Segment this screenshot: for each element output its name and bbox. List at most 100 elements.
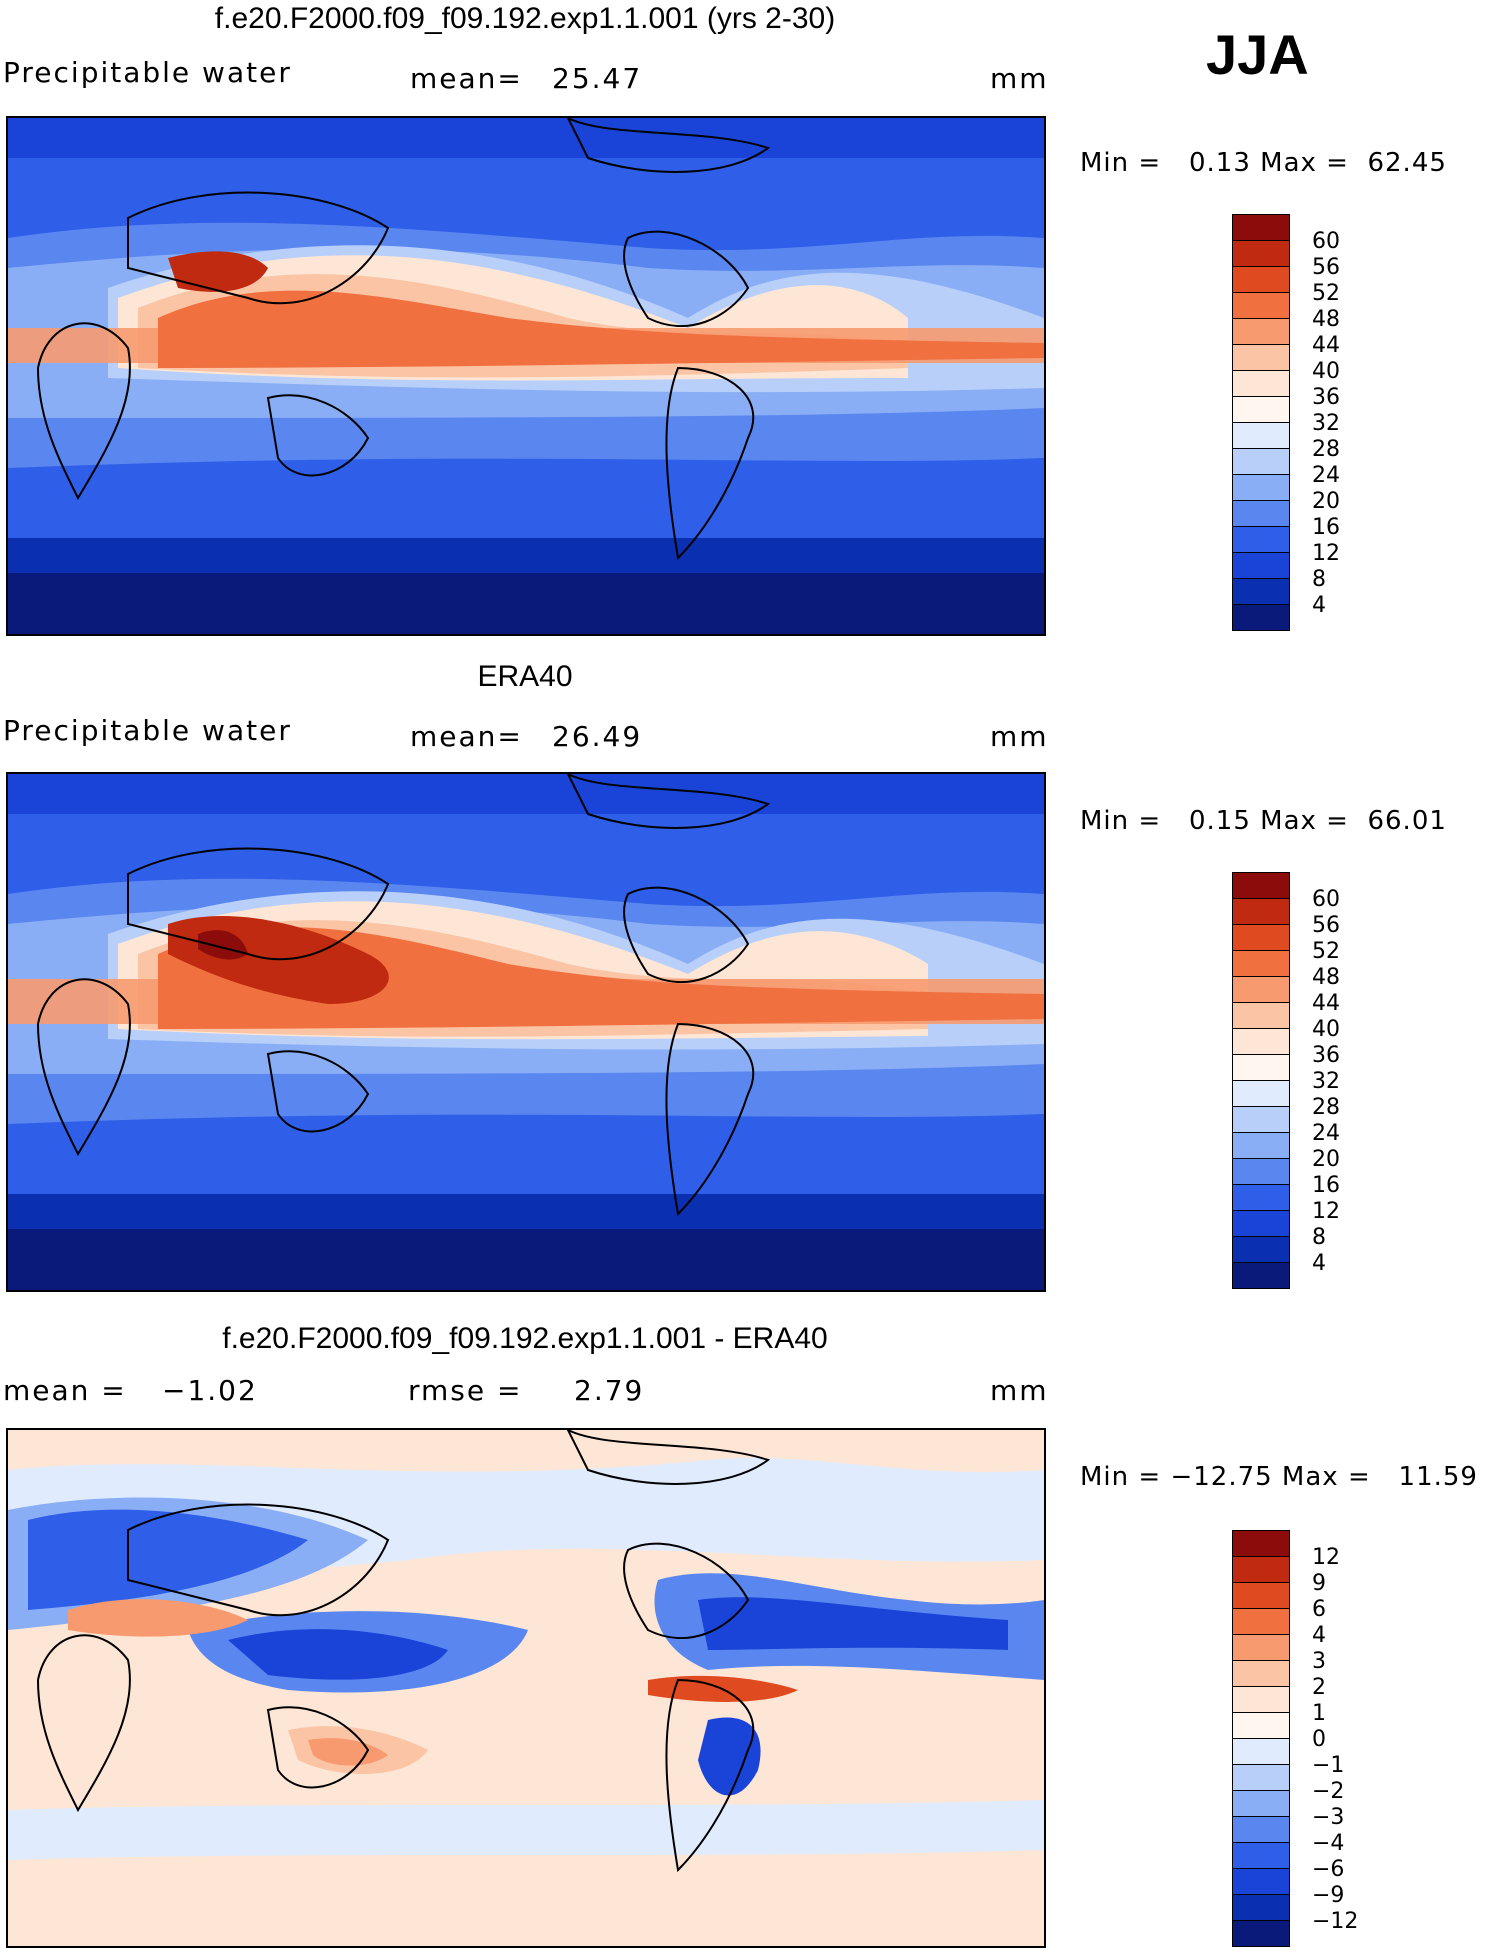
colorbar-label: 28 bbox=[1312, 437, 1340, 462]
colorbar-label: 12 bbox=[1312, 541, 1340, 566]
panel-2-mean-value: 26.49 bbox=[552, 720, 643, 753]
colorbar-label: 28 bbox=[1312, 1095, 1340, 1120]
colorbar-label: −6 bbox=[1312, 1857, 1345, 1882]
colorbar-cell bbox=[1232, 1842, 1290, 1869]
colorbar-label: 36 bbox=[1312, 385, 1340, 410]
colorbar-label: −4 bbox=[1312, 1831, 1345, 1856]
colorbar-label: 40 bbox=[1312, 1017, 1340, 1042]
colorbar-label: 48 bbox=[1312, 965, 1340, 990]
colorbar-label: 0 bbox=[1312, 1727, 1326, 1752]
colorbar-cell bbox=[1232, 1634, 1290, 1661]
colorbar-label: 3 bbox=[1312, 1649, 1326, 1674]
colorbar-label: 4 bbox=[1312, 1623, 1326, 1648]
colorbar-label: 60 bbox=[1312, 229, 1340, 254]
panel-2-colorbar: 60 56 52 48 44 40 36 32 28 24 20 16 12 8… bbox=[1232, 872, 1340, 1289]
panel-2-minmax: Min = 0.15 Max = 66.01 bbox=[1080, 806, 1447, 836]
panel-3-map bbox=[6, 1428, 1046, 1948]
colorbar-cell bbox=[1232, 240, 1290, 267]
colorbar-label: 4 bbox=[1312, 593, 1326, 618]
colorbar-cell bbox=[1232, 422, 1290, 449]
panel-3-mean-value: −1.02 bbox=[162, 1374, 258, 1407]
colorbar-cell bbox=[1232, 898, 1290, 925]
panel-1-title: f.e20.F2000.f09_f09.192.exp1.1.001 (yrs … bbox=[214, 2, 836, 35]
panel-2-map bbox=[6, 772, 1046, 1292]
colorbar-label: 20 bbox=[1312, 489, 1340, 514]
colorbar-label: −12 bbox=[1312, 1909, 1359, 1934]
colorbar-cell bbox=[1232, 1686, 1290, 1713]
colorbar-cell bbox=[1232, 950, 1290, 977]
colorbar-cell bbox=[1232, 1028, 1290, 1055]
panel-2-unit: mm bbox=[990, 720, 1049, 753]
colorbar-label: 60 bbox=[1312, 887, 1340, 912]
colorbar-cell bbox=[1232, 370, 1290, 397]
panel-1-unit: mm bbox=[990, 62, 1049, 95]
colorbar-label: 24 bbox=[1312, 463, 1340, 488]
colorbar-label: 12 bbox=[1312, 1545, 1340, 1570]
colorbar-label: −3 bbox=[1312, 1805, 1345, 1830]
colorbar-cell bbox=[1232, 1236, 1290, 1263]
panel-3-map-svg bbox=[8, 1430, 1044, 1946]
colorbar-label: 56 bbox=[1312, 913, 1340, 938]
colorbar-cell bbox=[1232, 1556, 1290, 1583]
colorbar-label: 52 bbox=[1312, 281, 1340, 306]
colorbar-cell bbox=[1232, 1790, 1290, 1817]
panel-1-minmax: Min = 0.13 Max = 62.45 bbox=[1080, 148, 1447, 178]
colorbar-cell bbox=[1232, 1764, 1290, 1791]
colorbar-cell bbox=[1232, 1080, 1290, 1107]
colorbar-cell bbox=[1232, 1816, 1290, 1843]
panel-3-title: f.e20.F2000.f09_f09.192.exp1.1.001 - ERA… bbox=[222, 1322, 828, 1355]
colorbar-cell bbox=[1232, 976, 1290, 1003]
colorbar-cell bbox=[1232, 1582, 1290, 1609]
colorbar-label: 32 bbox=[1312, 1069, 1340, 1094]
colorbar-cell bbox=[1232, 1660, 1290, 1687]
colorbar-label: 40 bbox=[1312, 359, 1340, 384]
colorbar-label: −9 bbox=[1312, 1883, 1345, 1908]
colorbar-cell bbox=[1232, 1184, 1290, 1211]
panel-2-map-svg bbox=[8, 774, 1044, 1290]
colorbar-cell bbox=[1232, 1002, 1290, 1029]
colorbar-label: 12 bbox=[1312, 1199, 1340, 1224]
colorbar-cell bbox=[1232, 526, 1290, 553]
colorbar-label: 52 bbox=[1312, 939, 1340, 964]
colorbar-cell bbox=[1232, 1158, 1290, 1185]
colorbar-cell bbox=[1232, 1894, 1290, 1921]
colorbar-label: 48 bbox=[1312, 307, 1340, 332]
colorbar-label: 6 bbox=[1312, 1597, 1326, 1622]
colorbar-label: 1 bbox=[1312, 1701, 1326, 1726]
colorbar-label: 20 bbox=[1312, 1147, 1340, 1172]
panel-3-mean-label: mean = bbox=[3, 1374, 127, 1407]
colorbar-cell bbox=[1232, 1530, 1290, 1558]
panel-2-title: ERA40 bbox=[477, 660, 573, 693]
colorbar-cell bbox=[1232, 266, 1290, 293]
colorbar-cell bbox=[1232, 344, 1290, 371]
colorbar-cell bbox=[1232, 448, 1290, 475]
panel-1-variable-label: Precipitable water bbox=[3, 56, 292, 89]
colorbar-cell bbox=[1232, 1132, 1290, 1159]
colorbar-cell bbox=[1232, 578, 1290, 605]
colorbar-label: 2 bbox=[1312, 1675, 1326, 1700]
colorbar-label: 44 bbox=[1312, 991, 1340, 1016]
panel-1-map bbox=[6, 116, 1046, 636]
colorbar-cell bbox=[1232, 1054, 1290, 1081]
colorbar-label: 8 bbox=[1312, 567, 1326, 592]
panel-2-mean-label: mean= bbox=[410, 720, 523, 753]
panel-3-minmax: Min = −12.75 Max = 11.59 bbox=[1080, 1462, 1478, 1492]
panel-1-mean-value: 25.47 bbox=[552, 62, 643, 95]
colorbar-cell bbox=[1232, 214, 1290, 242]
colorbar-label: 32 bbox=[1312, 411, 1340, 436]
panel-2-variable-label: Precipitable water bbox=[3, 714, 292, 747]
colorbar-cell bbox=[1232, 396, 1290, 423]
colorbar-cell bbox=[1232, 1210, 1290, 1237]
panel-1-mean-label: mean= bbox=[410, 62, 523, 95]
colorbar-cell bbox=[1232, 1738, 1290, 1765]
colorbar-cell bbox=[1232, 292, 1290, 319]
colorbar-cell bbox=[1232, 1920, 1290, 1947]
colorbar-label: 24 bbox=[1312, 1121, 1340, 1146]
colorbar-cell bbox=[1232, 318, 1290, 345]
panel-3-rmse-label: rmse = bbox=[408, 1374, 523, 1407]
colorbar-cell bbox=[1232, 604, 1290, 631]
panel-1-map-svg bbox=[8, 118, 1044, 634]
panel-1-colorbar: 60 56 52 48 44 40 36 32 28 24 20 16 12 8… bbox=[1232, 214, 1340, 631]
colorbar-label: 9 bbox=[1312, 1571, 1326, 1596]
colorbar-cell bbox=[1232, 1106, 1290, 1133]
